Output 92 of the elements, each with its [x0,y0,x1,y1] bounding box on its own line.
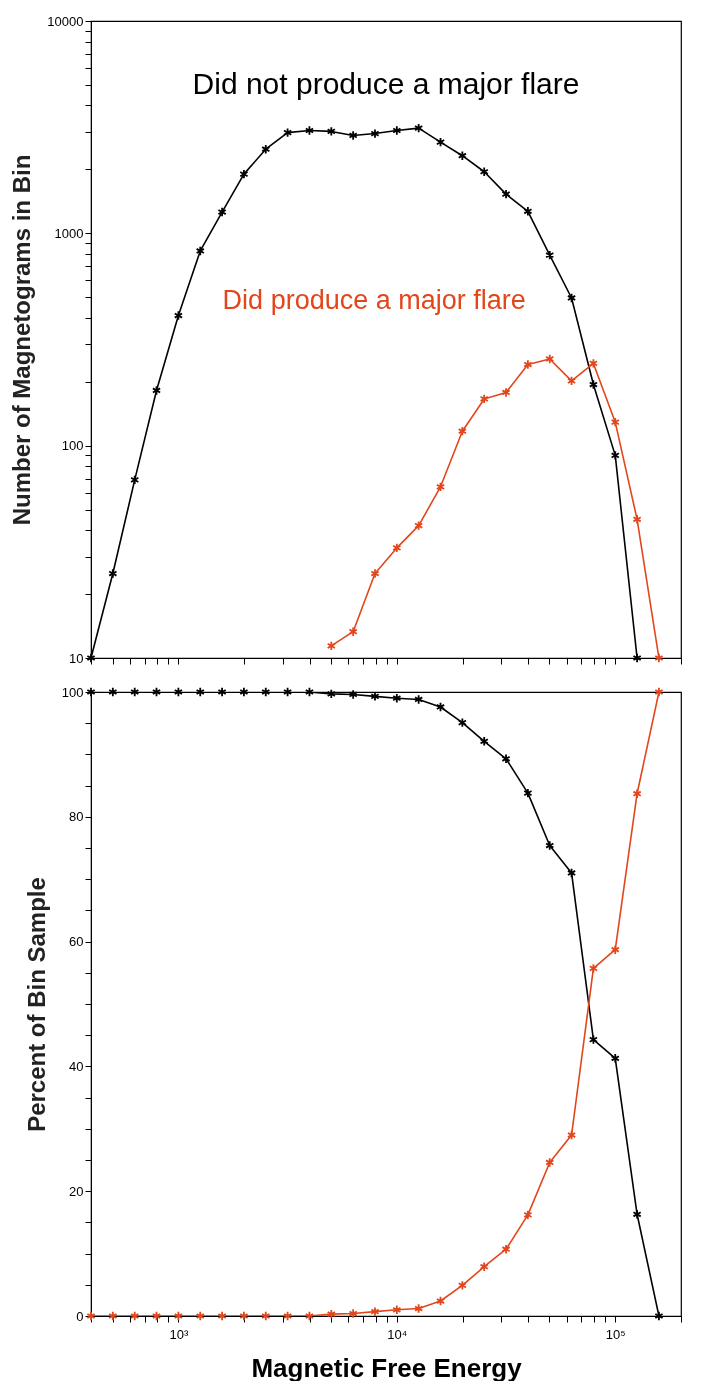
point [261,1310,271,1322]
point [151,686,162,698]
point [523,206,533,217]
point [173,1310,183,1322]
point [239,686,249,698]
point [326,1309,336,1320]
y-axis-title: Number of Magnetograms in Bin [8,154,36,526]
point [523,788,533,799]
x-tick-label: 10³ [169,1326,189,1342]
point [392,1304,402,1315]
point [654,1310,664,1322]
point [523,1209,533,1220]
point [610,944,620,955]
point [283,1310,293,1322]
y-tick-label: 10 [69,650,84,666]
point [370,128,380,139]
point [567,1129,577,1141]
point [610,450,620,461]
point [304,125,314,136]
point [588,1034,598,1045]
point [326,126,336,137]
point [632,788,642,799]
point [414,694,424,705]
point [151,1310,162,1322]
point [217,206,227,218]
point [239,1310,249,1322]
point [545,840,555,851]
x-tick-label: 10⁵ [605,1326,626,1342]
point [479,1261,489,1272]
point [195,686,205,698]
point [501,753,511,764]
point [130,686,140,698]
point [414,1303,424,1314]
point [545,1157,555,1168]
point [414,123,424,134]
point [173,686,183,698]
point [479,736,489,747]
point [392,125,402,136]
point [392,693,402,704]
point [151,385,162,396]
point [501,189,511,200]
y-tick-label: 0 [76,1308,84,1324]
y-axis-title: Percent of Bin Sample [22,877,50,1132]
point [479,166,489,177]
y-tick-label: 60 [69,934,84,950]
point [588,963,598,974]
y-tick-label: 100 [61,438,84,454]
point [348,1308,358,1319]
point [457,150,467,161]
point [304,1310,314,1322]
point [239,169,249,180]
point [348,689,358,700]
point [261,686,271,698]
point [370,1306,380,1317]
series-label: Did produce a major flare [222,285,526,316]
point [108,686,118,698]
y-tick-label: 40 [69,1058,84,1074]
y-tick-label: 10000 [47,13,84,29]
y-tick-label: 80 [69,809,84,825]
point [567,867,577,879]
point [632,652,642,664]
series-label: Did not produce a major flare [192,66,580,100]
point [654,686,664,698]
point [217,686,227,698]
point [130,474,140,485]
point [326,688,336,699]
point [108,1310,118,1322]
point [435,1295,446,1307]
point [348,130,358,141]
point [457,1280,467,1291]
y-tick-label: 20 [69,1183,84,1199]
point [501,1244,511,1255]
point [457,717,467,728]
point [435,137,446,148]
point [588,379,598,390]
point [435,701,446,713]
point [610,1053,620,1064]
point [173,310,183,321]
point [632,1209,642,1220]
point [283,127,293,138]
point [217,1310,227,1322]
x-tick-label: 10⁴ [387,1326,408,1342]
y-tick-label: 1000 [54,225,84,241]
y-tick-label: 100 [61,684,84,700]
point [130,1310,140,1322]
point [261,144,271,155]
point [567,292,577,304]
point [304,686,314,698]
point [283,686,293,698]
point [108,568,118,579]
point [195,1310,205,1322]
point [195,245,205,257]
